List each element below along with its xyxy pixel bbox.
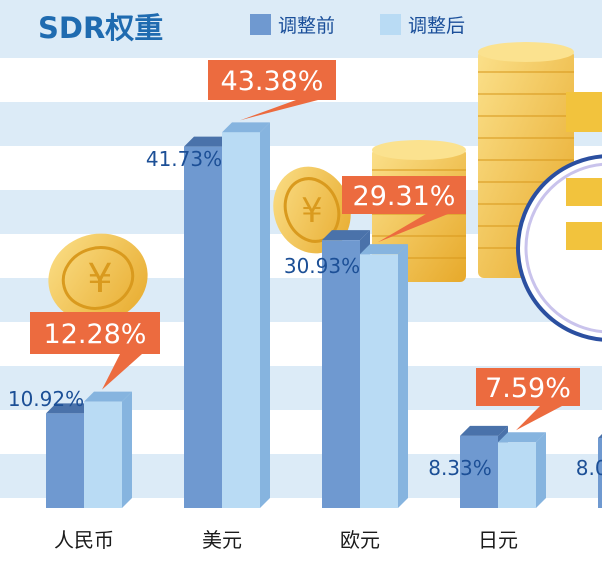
value-labels: 10.92% 41.73% 30.93% 8.33% 8.09 <box>8 147 602 480</box>
category-label: 人民币 <box>54 528 114 552</box>
legend-swatch-after <box>380 14 401 35</box>
value-label-before: 41.73% <box>146 147 222 171</box>
bar-after <box>498 432 546 508</box>
category-label: 欧元 <box>340 528 380 552</box>
legend: 调整前 调整后 <box>250 14 465 37</box>
legend-swatch-before <box>250 14 271 35</box>
value-label-after: 43.38% <box>221 66 324 97</box>
callout-after: 7.59% <box>476 368 580 431</box>
yuan-coin-icon: ¥ <box>48 233 148 323</box>
category-label: 日元 <box>478 528 518 552</box>
value-label-before: 30.93% <box>284 254 360 278</box>
callout-after: 29.31% <box>342 176 466 243</box>
callout-after: 43.38% <box>208 60 336 121</box>
category-labels: 人民币 美元 欧元 日元 <box>54 528 518 552</box>
value-label-before: 10.92% <box>8 387 84 411</box>
callouts: 12.28% 43.38% 29.31% 7.59% <box>30 60 580 431</box>
bar-after <box>360 244 408 508</box>
svg-text:¥: ¥ <box>301 191 323 231</box>
legend-label-after: 调整后 <box>408 15 465 37</box>
bar-before <box>598 433 602 508</box>
bar-after <box>222 122 270 509</box>
bar-after <box>84 391 132 508</box>
value-label-before: 8.09 <box>576 456 602 480</box>
callout-after: 12.28% <box>30 312 160 390</box>
globe-ring-icon <box>516 92 602 342</box>
bars <box>46 122 602 509</box>
value-label-before: 8.33% <box>428 456 492 480</box>
value-label-after: 12.28% <box>44 319 147 350</box>
value-label-after: 29.31% <box>353 181 456 212</box>
chart-title: SDR权重 <box>38 11 163 45</box>
legend-label-before: 调整前 <box>278 15 335 37</box>
svg-text:¥: ¥ <box>87 256 112 302</box>
value-label-after: 7.59% <box>485 373 571 404</box>
category-label: 美元 <box>202 528 242 552</box>
